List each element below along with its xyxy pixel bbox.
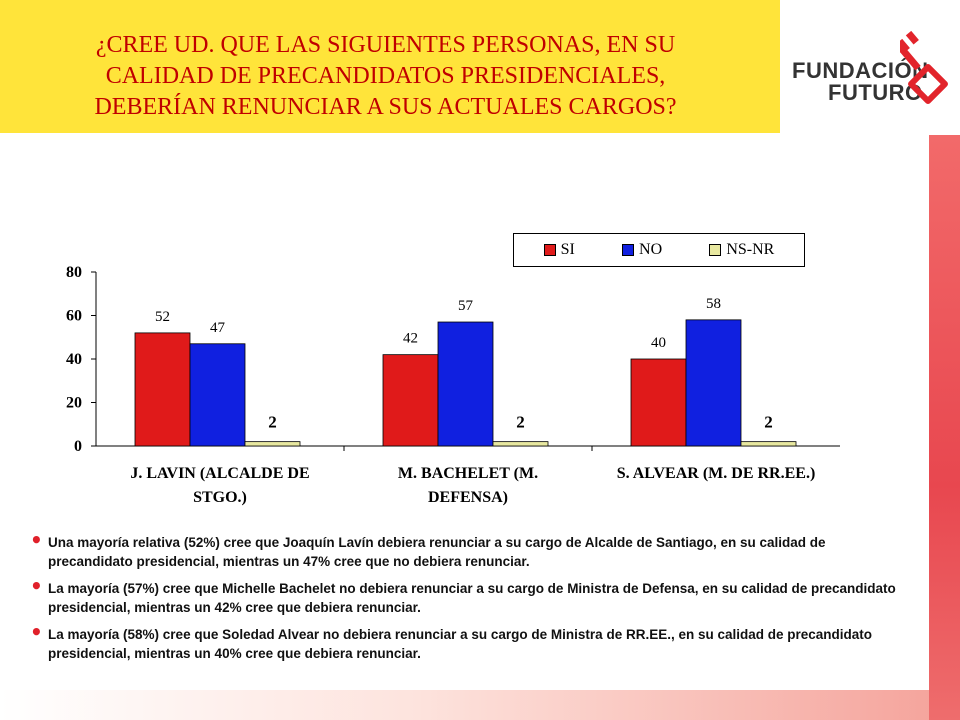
finding-item-3: • La mayoría (58%) cree que Soledad Alve… [30, 620, 910, 663]
finding-item-2: • La mayoría (57%) cree que Michelle Bac… [30, 574, 910, 617]
y-tick-label: 20 [66, 395, 82, 412]
x-tick-label: DEFENSA) [428, 489, 508, 506]
finding-item-1: • Una mayoría relativa (52%) cree que Jo… [30, 528, 910, 571]
data-label: 40 [651, 335, 666, 351]
logo-word-1: FUNDACIÓN [792, 58, 929, 83]
key-icon [900, 30, 948, 104]
bar-no [437, 321, 494, 447]
finding-text-1: Una mayoría relativa (52%) cree que Joaq… [48, 535, 826, 569]
title-line-2: CALIDAD DE PRECANDIDATOS PRESIDENCIALES, [105, 63, 666, 89]
data-label: 58 [706, 296, 721, 312]
bar-nsnr [740, 441, 797, 447]
legend-item-si: SI [543, 241, 575, 259]
bar-nsnr [492, 441, 549, 447]
bar-no [189, 343, 246, 447]
bullet-icon: • [30, 574, 43, 598]
bullet-icon: • [30, 528, 43, 552]
bullet-icon: • [30, 620, 43, 644]
legend-item-no: NO [622, 241, 662, 259]
finding-text-2: La mayoría (57%) cree que Michelle Bache… [48, 581, 896, 615]
legend-label-no: NO [639, 241, 663, 258]
bar-no [685, 319, 742, 447]
decorative-right-stripe [929, 135, 960, 720]
bar-nsnr [244, 441, 301, 447]
y-tick-label: 0 [74, 438, 82, 455]
data-label: 2 [516, 413, 525, 432]
title-line-1: ¿CREE UD. QUE LAS SIGUIENTES PERSONAS, E… [95, 32, 676, 58]
title-line-3: DEBERÍAN RENUNCIAR A SUS ACTUALES CARGOS… [94, 94, 677, 120]
logo-word-2: FUTURO [828, 80, 923, 105]
data-label: 2 [764, 413, 773, 432]
bar-chart: 0 20 40 60 80 J. LAVIN (ALCALDE DE STGO.) 52 47 2… [66, 264, 840, 506]
finding-text-3: La mayoría (58%) cree que Soledad Alvear… [48, 627, 873, 661]
data-label: 42 [403, 331, 418, 347]
legend-swatch-si [543, 244, 556, 256]
legend-swatch-nsnr [709, 244, 722, 256]
legend-swatch-no [622, 244, 635, 256]
data-label: 52 [155, 309, 170, 325]
bar-si [134, 332, 191, 447]
x-tick-label: S. ALVEAR (M. DE RR.EE.) [617, 465, 816, 482]
title-banner: ¿CREE UD. QUE LAS SIGUIENTES PERSONAS, E… [0, 0, 780, 133]
legend-item-nsnr: NS-NR [709, 241, 774, 259]
findings-list: • Una mayoría relativa (52%) cree que Jo… [30, 528, 910, 671]
bar-si [382, 354, 439, 447]
x-tick-label: STGO.) [193, 489, 247, 506]
data-label: 57 [458, 298, 474, 314]
y-tick-label: 60 [66, 308, 82, 325]
chart-legend: SI NO NS-NR [513, 233, 805, 267]
y-tick-label: 80 [66, 264, 82, 281]
data-label: 2 [268, 413, 277, 432]
bar-si [630, 358, 687, 447]
x-tick-label: M. BACHELET (M. [398, 465, 538, 482]
data-label: 47 [210, 320, 226, 336]
x-tick-label: J. LAVIN (ALCALDE DE [130, 465, 309, 482]
legend-label-nsnr: NS-NR [726, 241, 775, 258]
legend-label-si: SI [560, 241, 575, 258]
page-title: ¿CREE UD. QUE LAS SIGUIENTES PERSONAS, E… [18, 30, 753, 123]
fundacion-futuro-logo: FUNDACIÓN FUTURO [790, 28, 955, 118]
y-tick-label: 40 [66, 351, 82, 368]
decorative-bottom-stripe [0, 690, 929, 720]
